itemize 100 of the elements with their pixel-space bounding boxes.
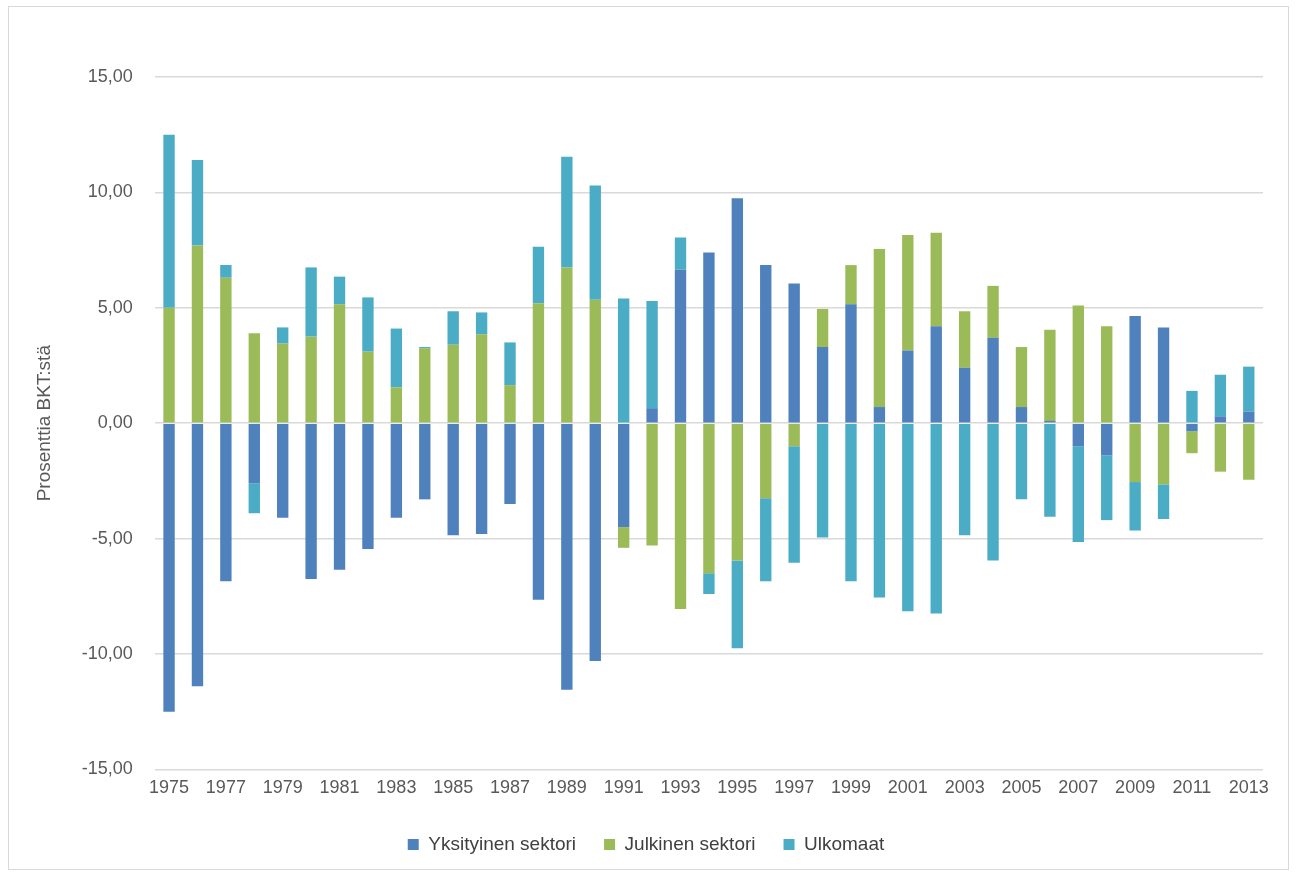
bar (1044, 423, 1056, 517)
bar (561, 156, 573, 268)
x-tick-label: 2013 (1228, 777, 1269, 798)
bar (760, 265, 772, 423)
bar (475, 423, 488, 534)
bar (532, 303, 545, 423)
bar (305, 336, 317, 423)
bar (191, 423, 204, 687)
bar (958, 311, 971, 368)
bar (1186, 431, 1198, 454)
y-tick-label: -5,00 (91, 527, 133, 548)
bar (1101, 326, 1113, 423)
y-tick-label: 10,00 (87, 181, 133, 202)
bar (816, 308, 829, 348)
bar (1157, 484, 1170, 519)
x-tick-label: 2007 (1058, 777, 1099, 798)
bar (220, 265, 232, 278)
bar (561, 423, 573, 690)
bar (788, 283, 800, 423)
bar (1015, 423, 1028, 500)
bar (163, 423, 175, 712)
y-tick-label: 5,00 (97, 296, 133, 317)
bar (1243, 366, 1255, 412)
x-tick-label: 1989 (546, 777, 587, 798)
y-tick-label: 0,00 (97, 412, 133, 433)
y-tick-label: -15,00 (81, 758, 133, 779)
x-tick-label: 1993 (660, 777, 701, 798)
x-tick-label: 1981 (319, 777, 360, 798)
bar (248, 423, 260, 484)
bar (646, 408, 658, 423)
bar (902, 350, 914, 423)
bar (504, 385, 516, 423)
bar (447, 344, 459, 423)
bar (1101, 455, 1113, 521)
bar (1101, 423, 1113, 456)
y-axis-title: Prosenttia BKT:stä (32, 344, 54, 502)
bar (532, 246, 545, 304)
bar (163, 307, 175, 423)
legend-label: Yksityinen sektori (428, 832, 577, 854)
x-tick-label: 2003 (944, 777, 985, 798)
x-tick-label: 1995 (717, 777, 758, 798)
bar (845, 304, 857, 423)
x-tick-label: 2011 (1172, 777, 1212, 798)
bar (390, 328, 403, 388)
bar (788, 423, 800, 447)
bar (703, 423, 715, 574)
bar (1214, 423, 1227, 472)
bar (617, 527, 630, 548)
bar (362, 423, 374, 549)
bar (589, 185, 601, 300)
bar (731, 423, 744, 561)
bar (305, 267, 317, 337)
bar (333, 423, 346, 570)
x-tick-label: 1987 (489, 777, 531, 798)
bar (561, 267, 573, 423)
bar (390, 387, 403, 423)
bar (1214, 416, 1227, 423)
bar (674, 423, 687, 609)
bar (504, 342, 516, 386)
bar (305, 423, 317, 579)
bar (902, 235, 914, 351)
bar (902, 423, 914, 612)
bar (248, 333, 260, 423)
bar (703, 252, 715, 423)
legend-label: Ulkomaat (804, 832, 885, 854)
bar (987, 285, 999, 338)
bar (617, 298, 630, 423)
bar (163, 134, 175, 308)
legend-label: Julkinen sektori (624, 832, 756, 854)
x-tick-label: 1983 (376, 777, 417, 798)
bar (220, 277, 232, 423)
bar (930, 326, 942, 423)
bar (390, 423, 403, 518)
bar (447, 311, 459, 345)
bar (617, 423, 630, 528)
bar (277, 327, 289, 344)
bar (1072, 305, 1084, 423)
bar (1129, 423, 1141, 483)
bar (731, 198, 744, 423)
bar (1214, 374, 1227, 417)
y-tick-label: -10,00 (81, 642, 133, 663)
bar (220, 423, 232, 582)
bar (475, 334, 488, 423)
bar (1129, 315, 1141, 423)
bar (816, 423, 829, 538)
bar (674, 269, 687, 423)
bar (703, 573, 715, 594)
bar (646, 423, 658, 546)
bar (845, 423, 857, 582)
bar (532, 423, 545, 600)
bar (248, 483, 260, 514)
bar (646, 300, 658, 409)
bar (1186, 423, 1198, 432)
bar (277, 423, 289, 518)
bar (760, 498, 772, 582)
x-tick-label: 1985 (433, 777, 474, 798)
bar (362, 351, 374, 423)
bar (930, 423, 942, 614)
bar (191, 245, 204, 423)
x-tick-label: 1991 (603, 777, 644, 798)
